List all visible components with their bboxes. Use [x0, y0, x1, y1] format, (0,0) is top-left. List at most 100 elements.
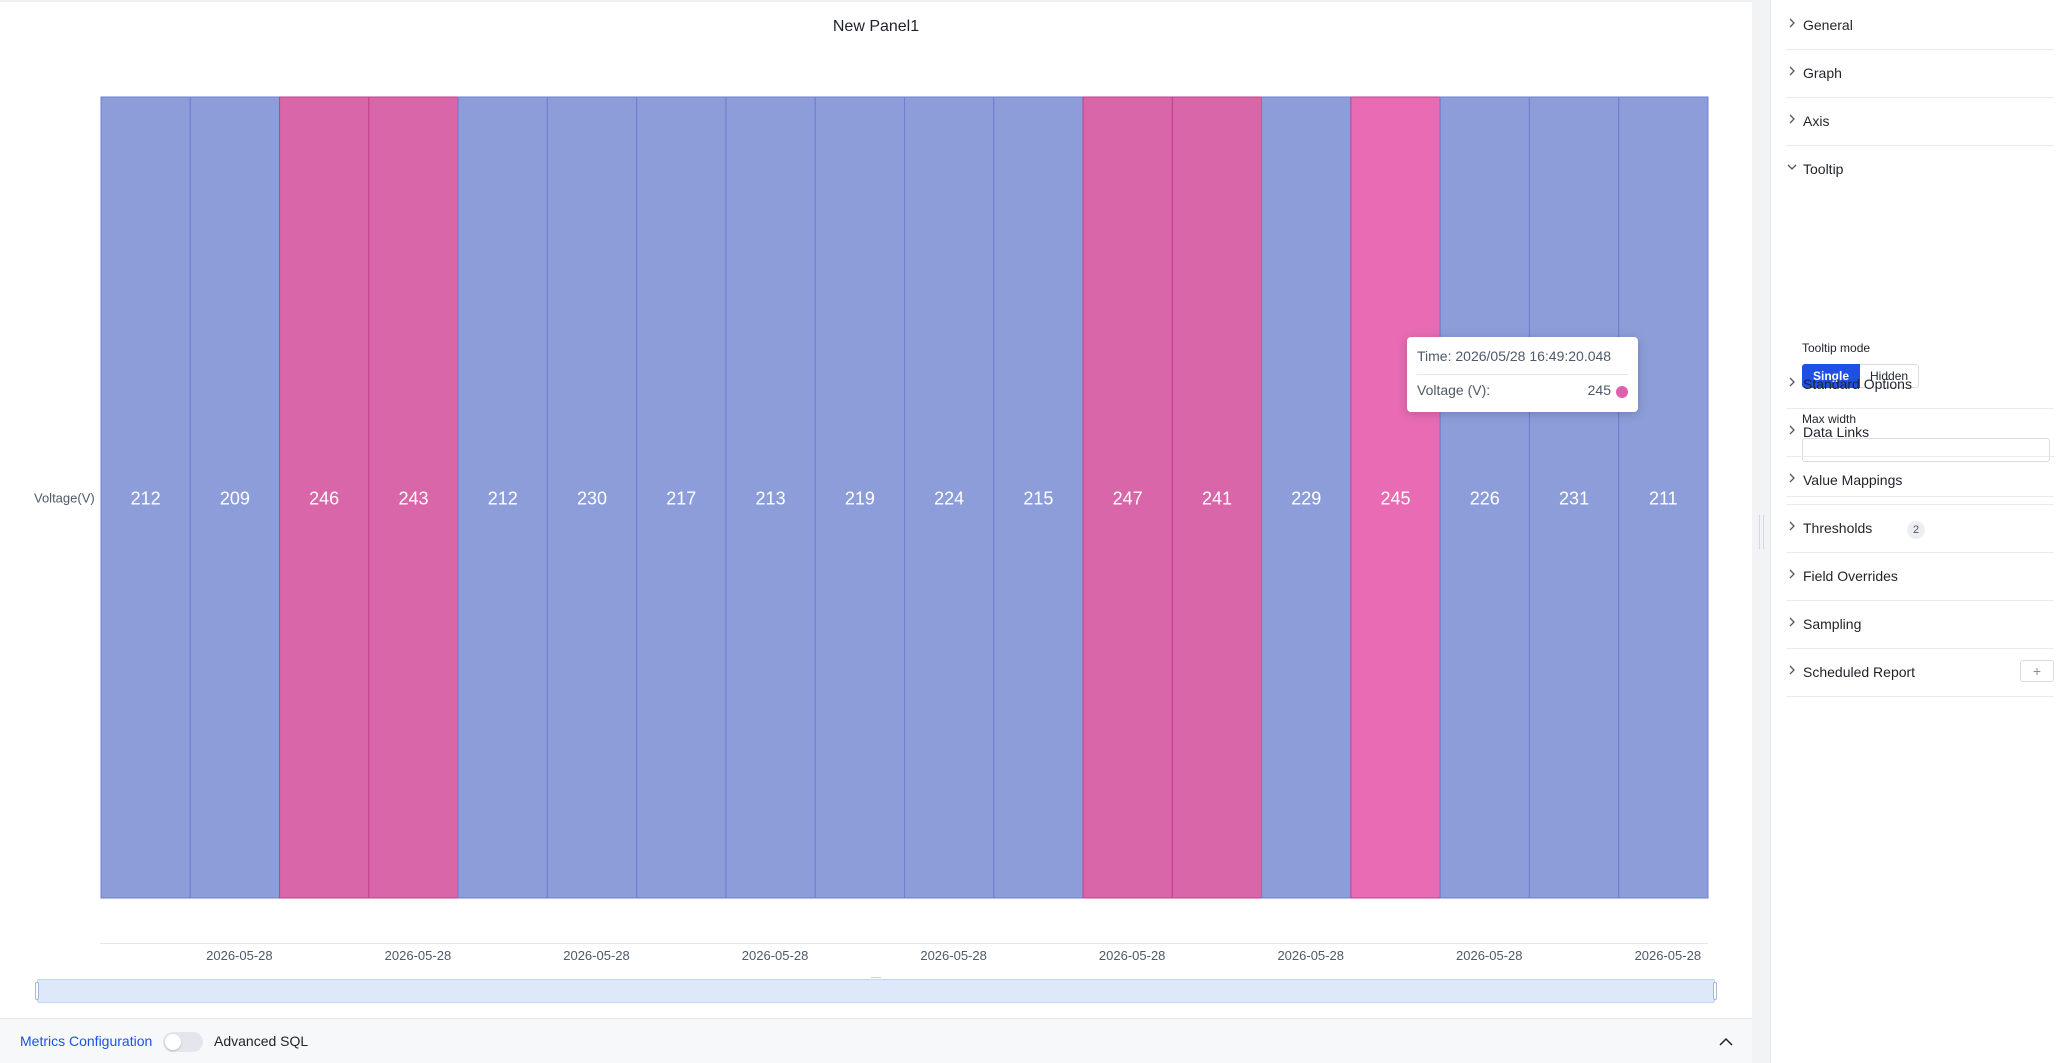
section-title: Scheduled Report [1803, 664, 1916, 680]
heatmap-cell[interactable] [1350, 96, 1441, 899]
heatmap-cell-label: 211 [1649, 489, 1678, 509]
voltage-heatmap-chart[interactable]: Voltage(V) 212 209 246 243 212 230 217 213 219 224… [0, 0, 1752, 940]
x-axis-tick-label: 2026-05-28 [741, 948, 809, 963]
section-standard-options[interactable]: Standard Options [1786, 360, 2054, 409]
chevron-right-icon [1789, 18, 1795, 28]
y-axis-label: Voltage(V) [34, 491, 95, 506]
heatmap-cell[interactable] [993, 96, 1084, 899]
panel-options-sidebar: General Graph Axis Tooltip Tooltip mode Singl… [1770, 0, 2068, 1063]
section-title: Axis [1803, 113, 1830, 129]
heatmap-cell-label: 209 [220, 489, 250, 509]
heatmap-cell[interactable] [189, 96, 281, 899]
time-zoom-slider[interactable] [35, 977, 1717, 1003]
resize-gutter[interactable] [1752, 0, 1770, 1063]
heatmap-cell[interactable] [725, 96, 816, 899]
top-divider [0, 0, 1752, 2]
zoom-slider-grip[interactable] [871, 977, 881, 981]
section-title: Thresholds [1803, 520, 1873, 536]
tooltip-mode-hidden-button[interactable]: Hidden [1860, 364, 1920, 388]
section-title: Sampling [1803, 616, 1862, 632]
heatmap-cell-label: 229 [1291, 489, 1321, 509]
heatmap-cell-label: 215 [1023, 489, 1053, 509]
heatmap-cell-label: 212 [488, 489, 518, 509]
heatmap-cell[interactable] [546, 96, 638, 899]
section-title: Value Mappings [1803, 472, 1903, 488]
zoom-right-handle[interactable] [1713, 982, 1717, 1000]
heatmap-cell[interactable] [636, 96, 727, 899]
section-tooltip[interactable]: Tooltip [1786, 145, 2054, 193]
chevron-right-icon [1789, 665, 1795, 675]
resize-handle[interactable] [1759, 515, 1764, 549]
section-scheduled-report[interactable]: Scheduled Report + [1786, 648, 2054, 697]
max-width-input[interactable] [1802, 438, 2050, 462]
heatmap-cell[interactable] [100, 96, 191, 899]
heatmap-cell[interactable] [814, 96, 906, 899]
heatmap-cell-label: 217 [666, 489, 696, 509]
tooltip-series-dot [1616, 386, 1628, 398]
heatmap-cell-label: 219 [845, 489, 875, 509]
x-axis-tick-label: 2026-05-28 [1277, 948, 1344, 963]
section-title: Graph [1803, 65, 1842, 81]
heatmap-cell[interactable] [904, 96, 995, 899]
heatmap-cell-label: 212 [131, 489, 161, 509]
heatmap-cell[interactable] [1528, 96, 1620, 899]
panel-title: New Panel1 [832, 18, 920, 35]
section-data-links[interactable]: Data Links [1786, 408, 2054, 457]
x-axis-tick-label: 2026-05-28 [1098, 948, 1166, 963]
tooltip-options: Tooltip mode Single Hidden Max width [1786, 328, 2054, 497]
section-thresholds[interactable]: Thresholds 2 [1786, 504, 2054, 553]
max-width-label: Max width [1802, 412, 1857, 426]
heatmap-cell-label: 231 [1559, 489, 1589, 509]
section-general[interactable]: General [1786, 1, 2054, 50]
chevron-right-icon [1789, 569, 1795, 579]
section-value-mappings[interactable]: Value Mappings [1786, 456, 2054, 505]
x-axis-tick-label: 2026-05-28 [384, 948, 452, 963]
tooltip-time: Time: 2026/05/28 16:49:20.048 [1417, 348, 1612, 364]
heatmap-cell[interactable] [368, 96, 459, 899]
heatmap-cell-label: 213 [756, 489, 786, 509]
heatmap-cell-label: 243 [398, 489, 428, 509]
section-title: General [1803, 17, 1853, 33]
section-axis[interactable]: Axis [1786, 97, 2054, 146]
tooltip-value: 245 [1587, 382, 1611, 398]
chevron-right-icon [1789, 377, 1795, 387]
section-graph[interactable]: Graph [1786, 49, 2054, 98]
section-title: Field Overrides [1803, 568, 1898, 584]
zoom-left-handle[interactable] [35, 982, 39, 1000]
count-badge: 2 [1907, 521, 1925, 539]
tooltip-series-name: Voltage (V): [1417, 382, 1491, 398]
chevron-right-icon [1789, 521, 1795, 531]
section-field-overrides[interactable]: Field Overrides [1786, 552, 2054, 601]
section-sampling[interactable]: Sampling [1786, 600, 2054, 649]
add-scheduled-report-button[interactable]: + [2020, 660, 2054, 682]
heatmap-cell-label: 241 [1202, 489, 1232, 509]
heatmap-cell[interactable] [1439, 96, 1530, 899]
heatmap-cell[interactable] [1171, 96, 1263, 899]
x-axis-tick-label: 2026-05-28 [1456, 948, 1523, 963]
heatmap-cell[interactable] [1082, 96, 1173, 899]
heatmap-cell-label: 246 [309, 489, 339, 509]
heatmap-cell[interactable] [1261, 96, 1352, 899]
chevron-right-icon [1789, 114, 1795, 124]
heatmap-cell-label: 247 [1113, 489, 1143, 509]
heatmap-cell[interactable] [1618, 96, 1709, 899]
chevron-right-icon [1789, 66, 1795, 76]
heatmap-cell-label: 226 [1470, 489, 1500, 509]
chevron-right-icon [1789, 617, 1795, 627]
advanced-sql-toggle[interactable] [163, 1032, 203, 1052]
chevron-down-icon [1787, 164, 1797, 170]
chevron-right-icon [1789, 425, 1795, 435]
advanced-sql-label: Advanced SQL [214, 1033, 309, 1049]
heatmap-cell[interactable] [279, 96, 370, 899]
heatmap-cell-label: 224 [934, 489, 964, 509]
chevron-up-icon[interactable] [1716, 1032, 1736, 1052]
tooltip-mode-single-button[interactable]: Single [1802, 364, 1861, 388]
query-bottom-bar: Metrics Configuration Advanced SQL [0, 1018, 1752, 1063]
toggle-knob [165, 1034, 181, 1050]
tooltip-mode-label: Tooltip mode [1802, 341, 1871, 355]
metrics-configuration-link[interactable]: Metrics Configuration [20, 1033, 153, 1049]
chevron-right-icon [1789, 473, 1795, 483]
tooltip-divider [1417, 374, 1628, 375]
x-axis-tick-label: 2026-05-28 [920, 948, 987, 963]
tooltip-mode-segmented: Single Hidden [1802, 364, 1920, 388]
